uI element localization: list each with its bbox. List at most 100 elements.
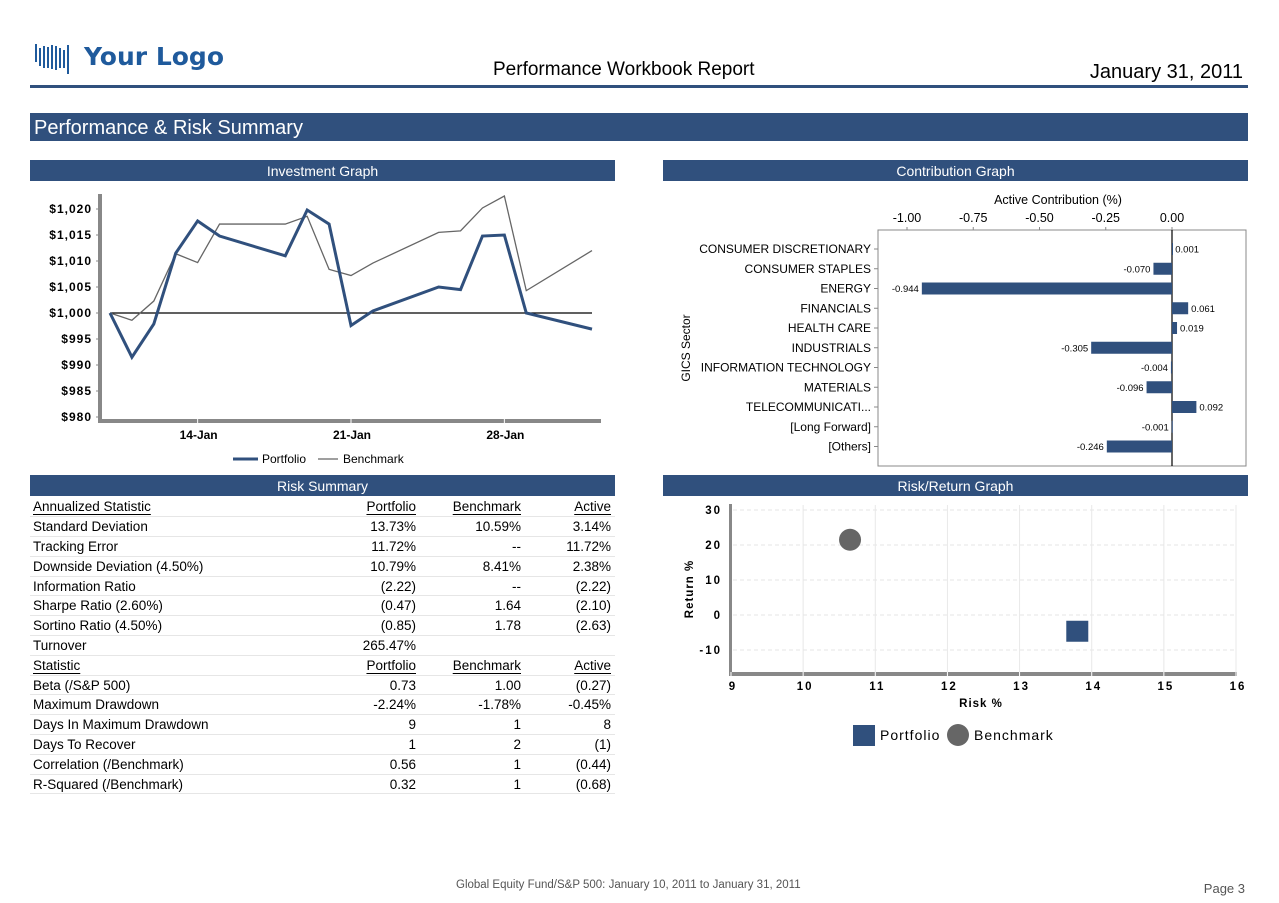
x-tick-label: 0.00	[1160, 211, 1184, 225]
risk-summary-table-wrap: Annualized Statistic Portfolio Benchmark Ac…	[30, 497, 615, 795]
category-label: INDUSTRIALS	[792, 341, 871, 355]
column-header: Benchmark	[452, 657, 521, 673]
row-label: Correlation (/Benchmark)	[30, 754, 330, 775]
y-tick-label: $1,005	[49, 280, 92, 294]
table-row: Tracking Error 11.72% -- 11.72%	[30, 536, 615, 557]
contribution-graph: Active Contribution (%) -1.00 -0.75 -0.50 -0…	[679, 193, 1247, 467]
category-label: CONSUMER STAPLES	[745, 262, 871, 276]
legend-portfolio-label: Portfolio	[262, 452, 306, 466]
y-tick-label: $985	[61, 384, 92, 398]
bar-health-care	[1172, 322, 1178, 334]
row-value: 0.32	[330, 774, 420, 795]
row-value: -2.24%	[330, 694, 420, 716]
category-label: INFORMATION TECHNOLOGY	[701, 361, 871, 375]
row-value: (2.22)	[330, 576, 420, 597]
legend-benchmark-label: Benchmark	[974, 727, 1054, 743]
y-tick-label: 10	[705, 575, 722, 587]
table-row: Information Ratio (2.22) -- (2.22)	[30, 576, 615, 597]
row-value: -1.78%	[420, 694, 525, 716]
table-row: Days To Recover 1 2 (1)	[30, 734, 615, 755]
row-value: 265.47%	[330, 635, 420, 656]
column-header: Active	[574, 499, 611, 515]
page-number: Page 3	[1203, 881, 1245, 896]
row-value: 1.78	[420, 615, 525, 637]
x-tick-label: 11	[869, 681, 885, 693]
bar-value-label: -0.096	[1117, 383, 1144, 394]
table-row: Days In Maximum Drawdown 9 1 8	[30, 714, 615, 736]
bar-long-forward	[1171, 420, 1173, 433]
bar-value-label: -0.004	[1141, 363, 1168, 374]
row-value: 9	[330, 714, 420, 736]
row-value: 0.56	[330, 754, 420, 775]
legend: Portfolio Benchmark	[233, 452, 405, 466]
row-value	[420, 635, 525, 656]
row-value: 1	[420, 774, 525, 795]
bar-value-label: 0.061	[1191, 304, 1215, 315]
row-value: (0.44)	[525, 754, 615, 775]
risk-return-graph: 30 20 10 0 -10 9 10 11 12 13 14 15 16 Risk % Return % P…	[684, 504, 1247, 746]
logo-bars-icon	[35, 44, 69, 74]
bar-telecommunicati	[1172, 401, 1197, 413]
table-row: Turnover 265.47%	[30, 635, 615, 656]
row-label: Sharpe Ratio (2.60%)	[30, 595, 330, 617]
table-header-row: Statistic Portfolio Benchmark Active	[30, 655, 615, 676]
header-cell: Annualized Statistic	[30, 497, 330, 518]
x-tick-label: 9	[729, 681, 737, 693]
investment-graph: $1,020 $1,015 $1,010 $1,005 $1,000 $995 $990 $9…	[49, 194, 601, 466]
column-header: Benchmark	[452, 499, 521, 515]
x-tick-label: 14-Jan	[180, 428, 218, 442]
x-tick-label: -0.50	[1025, 211, 1054, 225]
row-value: 1.00	[420, 675, 525, 696]
row-value: (0.27)	[525, 675, 615, 696]
x-tick-label: 12	[941, 681, 958, 693]
y-tick-label: $995	[61, 332, 92, 346]
category-label: TELECOMMUNICATI...	[746, 400, 871, 414]
x-tick-label: 13	[1013, 681, 1030, 693]
y-tick-label: $990	[61, 358, 92, 372]
row-label: Beta (/S&P 500)	[30, 675, 330, 696]
table-row: Beta (/S&P 500) 0.73 1.00 (0.27)	[30, 675, 615, 696]
row-value: 3.14%	[525, 516, 615, 538]
risk-summary-table: Annualized Statistic Portfolio Benchmark Ac…	[30, 497, 615, 795]
x-axis	[729, 672, 1237, 676]
header-cell: Benchmark	[420, 497, 525, 518]
footer-range: Global Equity Fund/S&P 500: January 10, …	[456, 879, 801, 891]
x-tick-label: -0.75	[959, 211, 988, 225]
header-divider	[30, 85, 1248, 88]
bar-energy	[921, 282, 1172, 295]
row-value: 0.73	[330, 675, 420, 696]
header-cell: Active	[525, 497, 615, 518]
report-date: January 31, 2011	[1089, 61, 1243, 83]
row-label: R-Squared (/Benchmark)	[30, 774, 330, 795]
row-value: 10.59%	[420, 516, 525, 538]
row-value: 8.41%	[420, 556, 525, 577]
portfolio-marker	[1066, 620, 1089, 642]
y-tick-label: $980	[61, 410, 92, 424]
row-value	[525, 635, 615, 656]
row-value: 8	[525, 714, 615, 736]
y-axis-title: Return %	[684, 560, 696, 618]
row-value: (2.22)	[525, 576, 615, 597]
row-value: 2	[420, 734, 525, 755]
x-tick-label: -1.00	[893, 211, 922, 225]
y-tick-label: 30	[705, 505, 722, 517]
row-value: (0.85)	[330, 615, 420, 637]
header-cell: Statistic	[30, 655, 330, 676]
portfolio-line	[108, 207, 593, 361]
bar-value-label: 0.001	[1175, 245, 1199, 256]
row-value: 1	[330, 734, 420, 755]
bar-value-label: -0.944	[892, 284, 919, 295]
bar-consumer-staples	[1153, 262, 1172, 275]
benchmark-line	[109, 195, 593, 322]
row-value: (0.68)	[525, 774, 615, 795]
risk-summary-header: Risk Summary	[30, 475, 615, 496]
row-value: (2.63)	[525, 615, 615, 637]
risk-return-graph-header: Risk/Return Graph	[663, 475, 1248, 496]
y-axis-title: GICS Sector	[679, 314, 693, 381]
x-tick-label: 16	[1230, 681, 1247, 693]
row-value: 1	[420, 754, 525, 775]
row-label: Standard Deviation	[30, 516, 330, 538]
y-tick-label: $1,000	[49, 306, 92, 320]
y-tick-label: -10	[699, 645, 722, 657]
bar-others	[1106, 440, 1172, 453]
